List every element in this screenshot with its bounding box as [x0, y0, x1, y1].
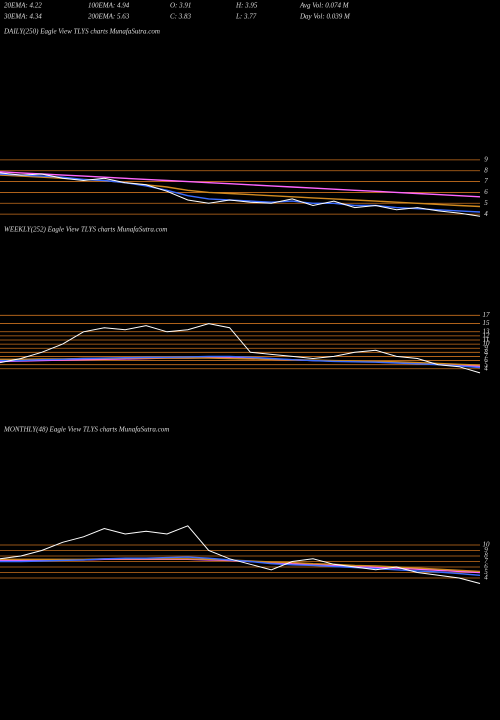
header-stat: L: 3.77	[235, 13, 257, 21]
y-tick-label: 6	[484, 356, 488, 364]
y-tick-label: 10	[483, 541, 491, 549]
y-tick-label: 10	[483, 340, 491, 348]
y-tick-label: 7	[484, 352, 488, 360]
panel-title: MONTHLY(48) Eagle View TLYS charts Munaf…	[3, 426, 169, 434]
y-tick-label: 4	[484, 574, 488, 582]
header-stat: 100EMA: 4.94	[88, 2, 130, 10]
series-line	[0, 355, 481, 369]
series-line	[0, 172, 481, 217]
y-tick-label: 8	[484, 552, 488, 560]
y-tick-label: 8	[484, 348, 488, 356]
y-tick-label: 6	[484, 563, 488, 571]
series-line	[0, 173, 481, 213]
y-tick-label: 4	[484, 210, 488, 218]
series-line	[0, 323, 481, 374]
header-stat: C: 3.83	[170, 13, 192, 21]
header-stat: 30EMA: 4.34	[3, 13, 42, 21]
header-stat: 200EMA: 5.63	[88, 13, 130, 21]
panel-title: DAILY(250) Eagle View TLYS charts Munafa…	[3, 28, 160, 36]
panel-title: WEEKLY(252) Eagle View TLYS charts Munaf…	[4, 226, 167, 234]
y-tick-label: 5	[484, 199, 488, 207]
series-line	[0, 556, 481, 576]
y-tick-label: 4	[484, 364, 488, 372]
y-tick-label: 8	[484, 166, 488, 174]
y-tick-label: 17	[483, 311, 491, 319]
y-tick-label: 7	[484, 557, 488, 565]
y-tick-label: 9	[484, 155, 488, 163]
series-line	[0, 525, 481, 584]
y-tick-label: 15	[483, 319, 491, 327]
series-line	[0, 174, 481, 208]
header-stat: 20EMA: 4.22	[4, 2, 42, 10]
header-stat: Day Vol: 0.039 M	[299, 13, 351, 21]
y-tick-label: 12	[483, 331, 491, 339]
y-tick-label: 7	[484, 177, 488, 185]
y-tick-label: 9	[484, 546, 488, 554]
y-tick-label: 13	[483, 327, 491, 335]
y-tick-label: 6	[484, 188, 488, 196]
y-tick-label: 5	[484, 360, 488, 368]
y-tick-label: 11	[483, 336, 489, 344]
y-tick-label: 9	[484, 344, 488, 352]
y-tick-label: 5	[484, 568, 488, 576]
header-stat: Avg Vol: 0.074 M	[299, 2, 350, 10]
series-line	[0, 171, 481, 198]
header-stat: O: 3.91	[170, 2, 191, 10]
header-stat: H: 3.95	[235, 2, 258, 10]
